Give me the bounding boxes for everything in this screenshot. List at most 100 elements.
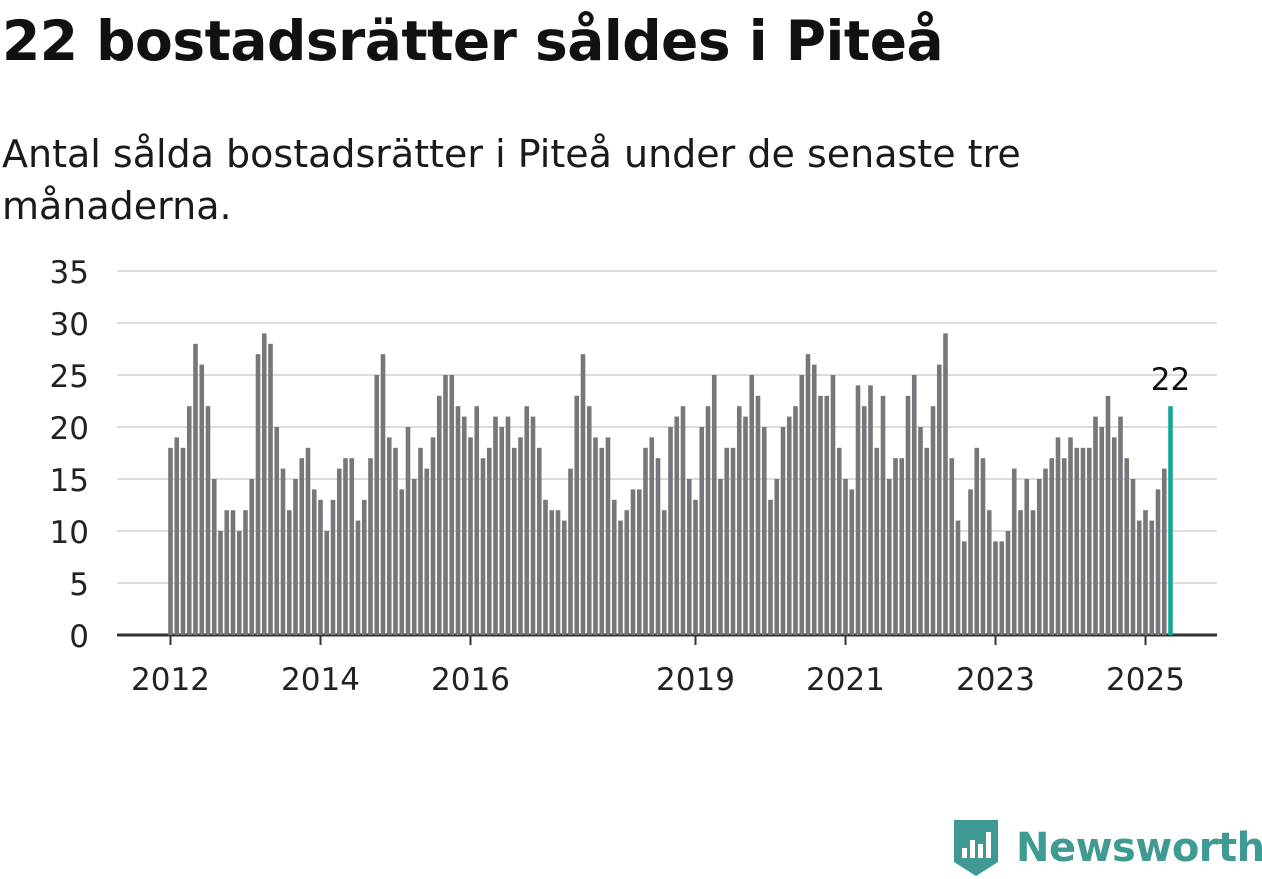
bar (449, 375, 455, 635)
bar (655, 458, 661, 635)
bar (474, 406, 480, 635)
bar (493, 416, 498, 635)
y-tick-label: 15 (50, 463, 89, 499)
bar (561, 520, 567, 635)
x-tick-label: 2016 (431, 662, 510, 698)
x-tick-label: 2021 (806, 662, 885, 698)
bar (1024, 479, 1030, 635)
bar (686, 479, 692, 635)
bar (1011, 468, 1017, 635)
bar (680, 406, 686, 635)
bar (336, 468, 342, 635)
bar (836, 447, 842, 635)
bar (518, 437, 523, 635)
bar (730, 447, 736, 635)
bar (305, 447, 311, 635)
bar (811, 364, 817, 635)
bar (424, 468, 430, 635)
bar (480, 458, 486, 635)
bar (630, 489, 636, 635)
bar (330, 499, 336, 635)
bar (1093, 416, 1098, 635)
bar (936, 364, 942, 635)
bar (299, 458, 305, 635)
bar (374, 375, 380, 635)
bar (318, 499, 323, 635)
bar (993, 541, 998, 635)
bar (1074, 447, 1080, 635)
bar (211, 479, 217, 635)
bar (736, 406, 742, 635)
bar (468, 437, 473, 635)
bar (530, 416, 536, 635)
bar (405, 427, 411, 635)
bar (1005, 531, 1011, 635)
bar (980, 458, 986, 635)
bar (261, 333, 267, 635)
bar (724, 447, 730, 635)
bar (193, 343, 198, 635)
bar (599, 447, 605, 635)
y-tick-label: 35 (50, 255, 89, 291)
x-tick-label: 2023 (956, 662, 1035, 698)
x-tick-label: 2012 (131, 662, 210, 698)
bar (343, 458, 348, 635)
bar (1018, 510, 1023, 635)
bar (443, 375, 448, 635)
bar (549, 510, 555, 635)
bar (943, 333, 948, 635)
bar (611, 499, 617, 635)
bar (505, 416, 511, 635)
bar (618, 520, 623, 635)
bar (593, 437, 598, 635)
bar (1161, 468, 1167, 635)
bar (418, 447, 423, 635)
bar (393, 447, 398, 635)
bar (818, 395, 823, 635)
bar (574, 395, 580, 635)
bar (386, 437, 392, 635)
bar (899, 458, 905, 635)
bar (986, 510, 992, 635)
bar (555, 510, 561, 635)
y-tick-label: 20 (50, 411, 89, 447)
bar (230, 510, 236, 635)
bar (780, 427, 786, 635)
bar (786, 416, 792, 635)
bar (674, 416, 680, 635)
bar (224, 510, 230, 635)
bar-highlight (1168, 406, 1173, 635)
bar (1130, 479, 1136, 635)
bar (218, 531, 223, 635)
bar (511, 447, 517, 635)
y-tick-label: 25 (50, 359, 89, 395)
bar (924, 447, 930, 635)
bar (705, 406, 711, 635)
bar (1043, 468, 1048, 635)
bar (693, 499, 698, 635)
newsworthy-brand: Newsworthy (950, 818, 1262, 878)
bar (1111, 437, 1117, 635)
bar (624, 510, 630, 635)
bar (543, 499, 548, 635)
bar (855, 385, 861, 635)
bar (955, 520, 961, 635)
bar (880, 395, 886, 635)
bar (168, 447, 173, 635)
bar (918, 427, 923, 635)
bar (843, 479, 848, 635)
bar (580, 354, 586, 635)
bar (274, 427, 280, 635)
bar (280, 468, 286, 635)
bar (324, 531, 330, 635)
bar (761, 427, 767, 635)
bar (968, 489, 973, 635)
bar (361, 499, 367, 635)
bar (849, 489, 855, 635)
bar (743, 416, 748, 635)
bar (243, 510, 248, 635)
bar (868, 385, 873, 635)
bar (355, 520, 361, 635)
bar (174, 437, 180, 635)
bar (755, 395, 761, 635)
